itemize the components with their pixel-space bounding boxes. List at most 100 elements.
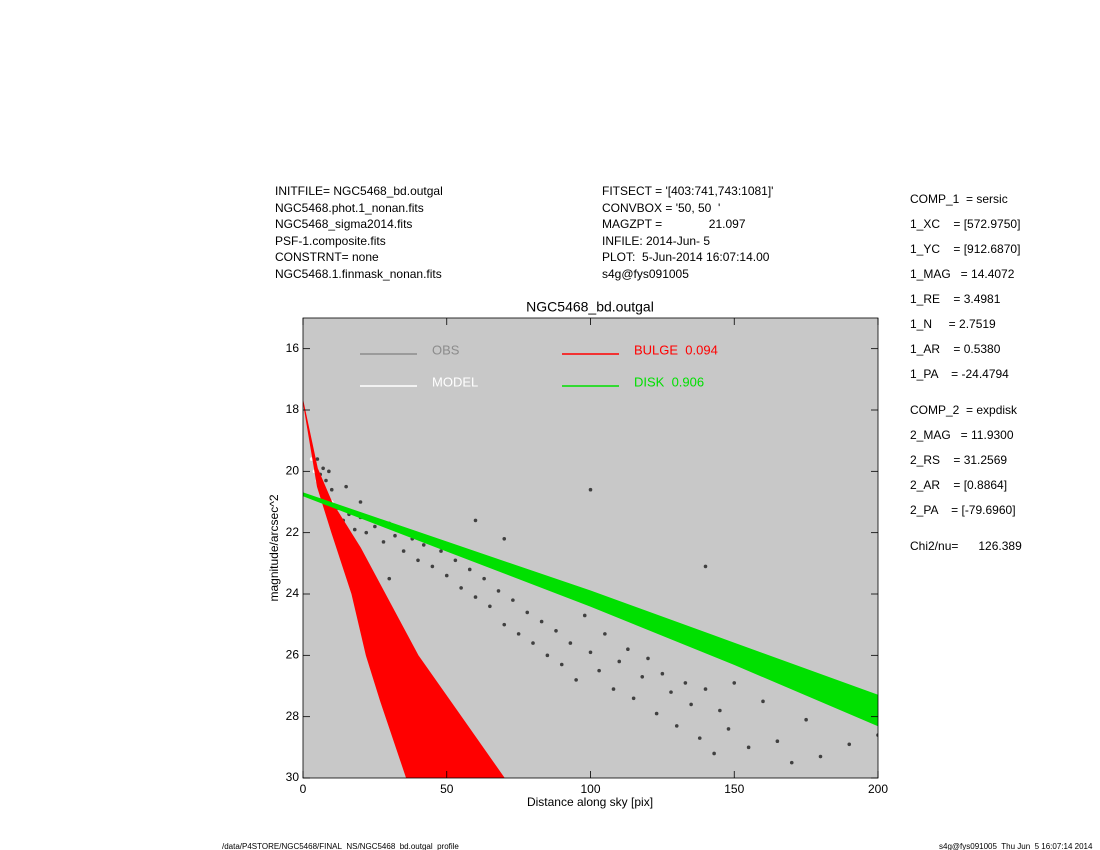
header-line: MAGZPT = 21.097: [602, 217, 746, 231]
data-layer: [303, 400, 878, 778]
param-line: 1_RE = 3.4981: [910, 292, 1001, 306]
x-tick-label: 0: [300, 782, 307, 796]
data-point: [502, 537, 507, 541]
data-point: [603, 632, 607, 636]
data-point: [545, 653, 550, 658]
data-point: [660, 671, 665, 676]
data-point: [315, 457, 320, 461]
param-line: 1_PA = -24.4794: [910, 367, 1009, 381]
data-point: [381, 540, 386, 544]
header-line: NGC5468_sigma2014.fits: [275, 217, 413, 231]
data-point: [568, 641, 573, 645]
data-point: [421, 543, 426, 547]
param-line: COMP_1 = sersic: [910, 192, 1008, 206]
y-tick-label: 28: [286, 709, 300, 723]
legend-label: OBS: [432, 342, 460, 357]
header-line: PLOT: 5-Jun-2014 16:07:14.00: [602, 250, 770, 264]
param-line: COMP_2 = expdisk: [910, 403, 1018, 417]
data-point: [646, 656, 650, 661]
header-line: CONSTRNT= none: [275, 250, 379, 264]
data-point: [582, 613, 587, 618]
data-point: [459, 586, 463, 590]
param-line: 2_PA = [-79.6960]: [910, 503, 1016, 517]
x-axis-label: Distance along sky [pix]: [527, 795, 653, 809]
x-tick-label: 150: [724, 782, 744, 796]
header-line: NGC5468.1.finmask_nonan.fits: [275, 266, 442, 281]
y-tick-label: 26: [286, 648, 300, 662]
data-point: [683, 681, 688, 685]
data-point: [352, 527, 357, 532]
header-line: INITFILE= NGC5468_bd.outgal: [275, 184, 443, 198]
param-line: 1_AR = 0.5380: [910, 342, 1001, 356]
data-point: [344, 484, 348, 489]
model-band: [303, 400, 505, 778]
data-point: [689, 702, 693, 707]
data-point: [818, 754, 823, 759]
header-line: s4g@fys091005: [602, 266, 689, 281]
data-point: [631, 696, 636, 701]
header-line: FITSECT = '[403:741,743:1081]': [602, 184, 774, 198]
data-point: [611, 687, 616, 691]
param-line: 1_XC = [572.9750]: [910, 217, 1021, 231]
data-point: [847, 742, 852, 747]
data-point: [531, 641, 535, 645]
y-axis-label: magnitude/arcsec^2: [267, 494, 281, 601]
data-point: [488, 604, 492, 609]
data-point: [775, 739, 780, 743]
data-point: [525, 610, 530, 615]
data-point: [559, 662, 564, 667]
x-tick-label: 100: [580, 782, 600, 796]
param-line: 2_RS = 31.2569: [910, 453, 1008, 467]
data-point: [626, 647, 630, 651]
data-point: [718, 708, 722, 713]
y-tick-label: 16: [286, 341, 300, 355]
data-point: [373, 524, 377, 529]
y-tick-label: 18: [286, 402, 300, 416]
data-point: [482, 576, 486, 581]
data-point: [473, 518, 478, 523]
data-point: [467, 567, 472, 572]
model-band: [303, 492, 878, 727]
y-tick-label: 22: [286, 525, 300, 539]
data-point: [327, 469, 331, 474]
chart-title: NGC5468_bd.outgal: [526, 299, 654, 315]
data-point: [761, 699, 765, 704]
data-point: [588, 650, 593, 655]
data-point: [444, 573, 449, 578]
param-line: 1_MAG = 14.4072: [910, 267, 1015, 281]
data-point: [364, 530, 369, 535]
data-point: [654, 711, 659, 716]
data-point: [789, 760, 794, 765]
x-tick-label: 200: [868, 782, 888, 796]
data-point: [511, 598, 515, 602]
data-point: [712, 751, 716, 756]
data-point: [876, 733, 878, 737]
data-point: [324, 478, 328, 483]
legend-label: MODEL: [432, 374, 478, 389]
data-point: [358, 500, 363, 504]
data-point: [746, 745, 751, 750]
data-point: [496, 589, 501, 593]
footer-right: s4g@fys091005 Thu Jun 5 16:07:14 2014: [939, 842, 1093, 850]
data-point: [697, 736, 702, 740]
data-point: [502, 622, 507, 627]
header-line: PSF-1.composite.fits: [275, 233, 386, 248]
param-line: 1_YC = [912.6870]: [910, 242, 1021, 256]
header-line: CONVBOX = '50, 50 ': [602, 200, 721, 215]
data-point: [453, 558, 458, 563]
data-point: [703, 564, 708, 569]
y-tick-label: 24: [286, 586, 300, 600]
data-point: [439, 549, 443, 553]
data-point: [539, 619, 544, 624]
data-point: [703, 687, 708, 691]
data-point: [674, 724, 679, 728]
data-point: [597, 668, 601, 673]
data-point: [588, 487, 593, 492]
data-point: [416, 558, 420, 563]
header-line: NGC5468.phot.1_nonan.fits: [275, 200, 424, 215]
y-tick-label: 20: [286, 464, 300, 478]
footer-left: /data/P4STORE/NGC5468/FINAL_NS/NGC5468_b…: [222, 842, 459, 850]
data-point: [804, 717, 808, 722]
